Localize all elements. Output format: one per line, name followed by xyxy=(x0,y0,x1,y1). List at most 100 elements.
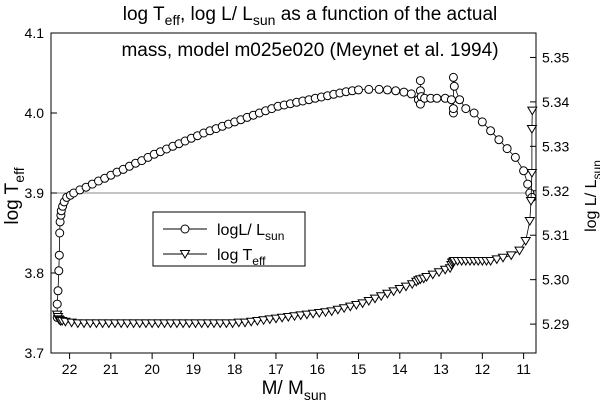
data-point-luminosity xyxy=(406,89,416,99)
legend: logL/ Lsun log Teff xyxy=(152,211,306,268)
x-tick-label: 20 xyxy=(144,361,160,377)
y-right-tick-label: 5.30 xyxy=(542,272,569,288)
data-point-temperature xyxy=(526,106,538,116)
data-point-luminosity xyxy=(53,286,63,296)
data-point-luminosity xyxy=(448,72,458,82)
data-point-luminosity xyxy=(477,117,487,127)
data-point-temperature xyxy=(497,253,509,263)
axes-ticks: 22 21 20 19 18 17 16 15 14 13 12 11 3.7 3.8 3.9 4.0 4.1 5… xyxy=(25,25,570,377)
x-tick-label: 21 xyxy=(103,361,119,377)
data-point-temperature xyxy=(375,292,387,302)
data-point-temperature xyxy=(485,257,496,266)
data-point-luminosity xyxy=(52,299,62,309)
x-tick-label: 15 xyxy=(351,361,367,377)
chart-title-line1: log Teff, log L/ Lsun as a function of t… xyxy=(123,4,498,28)
data-point-temperature xyxy=(227,319,238,329)
legend-marker-luminosity xyxy=(180,224,190,234)
x-tick-label: 17 xyxy=(268,361,284,377)
data-point-temperature xyxy=(270,314,282,324)
data-point-luminosity xyxy=(486,126,496,136)
data-point-temperature xyxy=(295,311,307,321)
data-point-temperature xyxy=(282,313,294,322)
data-point-temperature xyxy=(264,315,276,325)
legend-marker-temperature xyxy=(179,250,191,259)
data-point-temperature xyxy=(307,309,319,319)
data-point-luminosity xyxy=(449,81,459,91)
y-left-tick-label: 3.7 xyxy=(25,345,45,361)
data-point-temperature xyxy=(245,317,257,327)
data-point-luminosity xyxy=(54,266,64,276)
data-point-luminosity xyxy=(510,152,520,162)
data-point-temperature xyxy=(357,299,368,309)
data-point-temperature xyxy=(520,237,532,246)
x-axis-title: M/ Msun xyxy=(262,378,327,403)
x-tick-label: 16 xyxy=(309,361,325,377)
data-point-temperature xyxy=(388,287,399,297)
data-point-temperature xyxy=(338,304,350,314)
data-point-temperature xyxy=(313,309,325,318)
data-point-temperature xyxy=(301,310,313,320)
y-right-tick-label: 5.34 xyxy=(542,94,569,110)
data-point-temperature xyxy=(320,308,331,318)
data-point-temperature xyxy=(514,246,525,256)
data-point-temperature xyxy=(326,307,338,317)
data-point-temperature xyxy=(332,305,344,315)
y-left-tick-label: 4.1 xyxy=(25,25,45,41)
data-point-luminosity xyxy=(354,85,363,95)
data-point-temperature xyxy=(526,125,538,134)
y-right-tick-label: 5.31 xyxy=(542,227,569,243)
legend-label-temperature: log Teff xyxy=(217,247,266,268)
y-axis-right-title: log L/ Lsun xyxy=(583,160,600,232)
data-point-luminosity xyxy=(364,84,374,94)
y-right-tick-label: 5.29 xyxy=(542,316,569,332)
legend-box xyxy=(152,211,306,267)
x-tick-label: 14 xyxy=(392,361,408,377)
data-point-temperature xyxy=(351,301,362,310)
legend-label-luminosity: logL/ Lsun xyxy=(217,222,284,243)
data-point-luminosity xyxy=(399,87,409,97)
plot-area xyxy=(50,32,537,354)
data-point-luminosity xyxy=(446,95,456,105)
data-point-temperature xyxy=(505,251,517,261)
series-line-luminosity xyxy=(56,77,533,318)
data-point-temperature xyxy=(369,294,381,304)
data-point-temperature xyxy=(394,285,406,294)
data-point-luminosity xyxy=(415,76,425,86)
data-point-temperature xyxy=(526,169,538,178)
data-point-luminosity xyxy=(391,86,401,96)
data-point-temperature xyxy=(525,197,537,206)
data-point-luminosity xyxy=(469,108,479,118)
data-point-temperature xyxy=(433,268,445,278)
data-point-temperature xyxy=(276,313,288,323)
data-point-luminosity xyxy=(502,144,512,154)
data-point-luminosity xyxy=(448,104,458,114)
data-point-temperature xyxy=(524,217,536,226)
data-point-temperature xyxy=(252,317,263,326)
y-left-tick-label: 3.9 xyxy=(25,185,45,201)
x-tick-label: 22 xyxy=(62,361,78,377)
data-point-luminosity xyxy=(455,95,465,105)
y-left-tick-label: 4.0 xyxy=(25,105,45,121)
x-tick-label: 18 xyxy=(227,361,243,377)
data-point-temperature xyxy=(427,270,439,280)
data-point-temperature xyxy=(289,312,300,322)
data-point-luminosity xyxy=(55,228,65,238)
data-point-luminosity xyxy=(54,250,64,260)
data-point-luminosity xyxy=(461,104,471,114)
data-series xyxy=(51,72,538,329)
data-point-temperature xyxy=(239,318,251,328)
x-tick-label: 11 xyxy=(516,361,531,377)
data-point-luminosity xyxy=(519,166,529,176)
data-point-temperature xyxy=(382,289,393,299)
data-point-temperature xyxy=(363,297,375,306)
data-point-temperature xyxy=(421,273,432,282)
y-right-tick-label: 5.33 xyxy=(542,138,569,154)
data-point-temperature xyxy=(400,282,412,292)
data-point-temperature xyxy=(258,316,269,326)
x-tick-label: 13 xyxy=(433,361,449,377)
chart-title-line2: mass, model m025e020 (Meynet et al. 1994… xyxy=(121,40,498,61)
y-right-tick-label: 5.35 xyxy=(542,49,569,65)
data-point-luminosity xyxy=(432,93,442,103)
y-left-tick-label: 3.8 xyxy=(25,265,45,281)
